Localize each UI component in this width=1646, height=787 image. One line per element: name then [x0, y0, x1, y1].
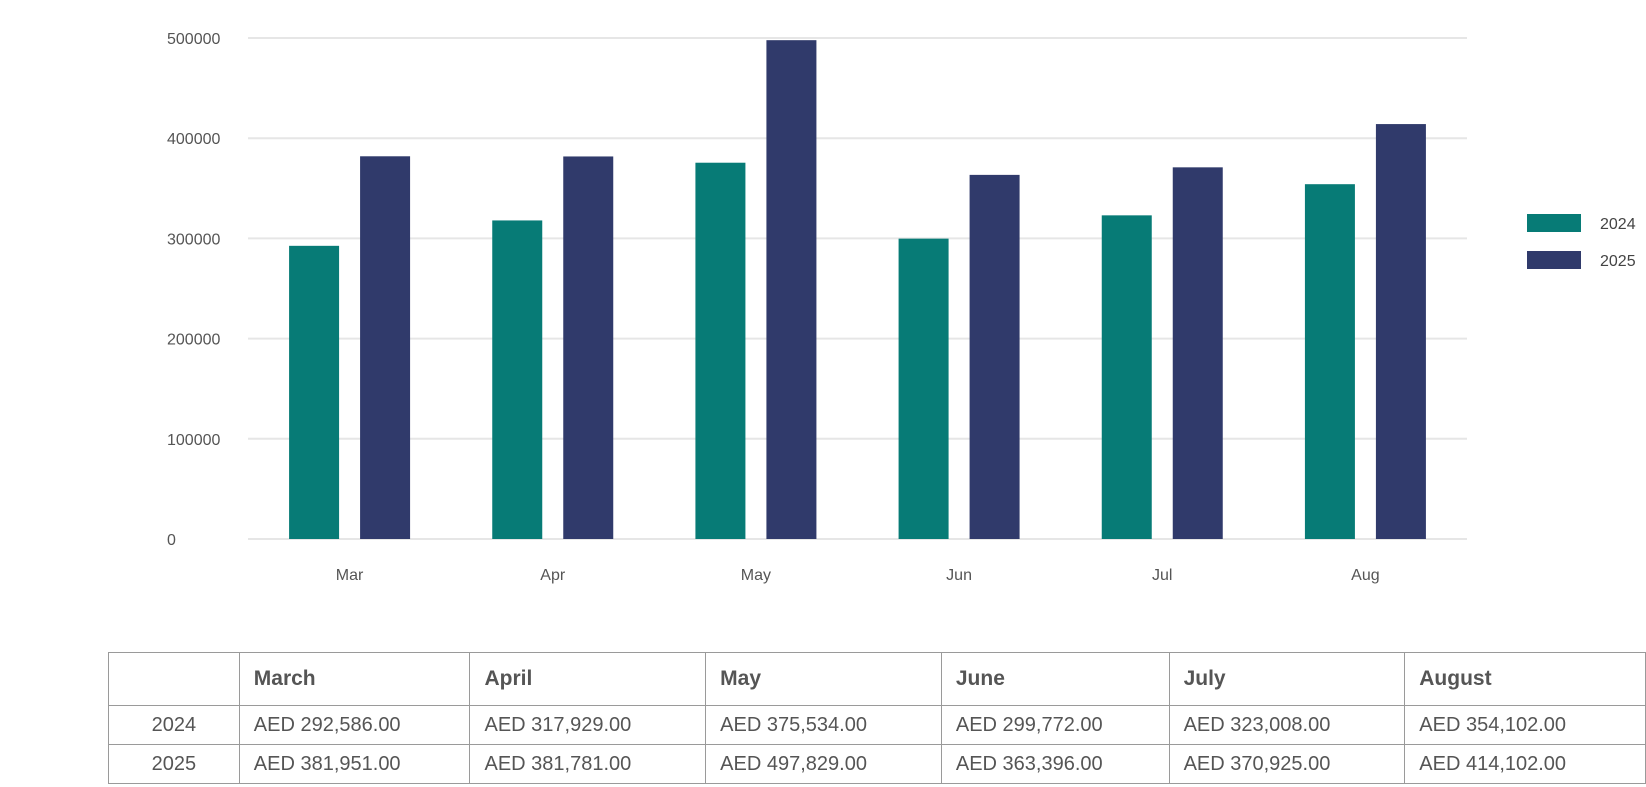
legend-swatch: [1527, 214, 1581, 232]
table-header-cell: April: [469, 652, 707, 706]
table-cell: AED 317,929.00: [469, 705, 707, 745]
table-header-cell: [108, 652, 240, 706]
table-cell: AED 370,925.00: [1168, 744, 1406, 784]
legend-label: 2024: [1600, 216, 1636, 233]
table-cell: AED 292,586.00: [238, 705, 471, 745]
y-axis-ticks: 0 100000 200000 300000 400000 500000: [167, 31, 220, 549]
x-tick-label: May: [741, 567, 771, 584]
table-cell: AED 497,829.00: [705, 744, 942, 784]
legend-label: 2025: [1600, 253, 1636, 270]
x-tick-label: Jul: [1152, 567, 1172, 584]
table-cell: AED 299,772.00: [940, 705, 1170, 745]
table-cell: AED 381,951.00: [238, 744, 471, 784]
y-tick-label: 300000: [167, 231, 220, 248]
bar-2025-apr: [563, 156, 614, 539]
table-header-cell: June: [940, 652, 1170, 706]
table-cell: AED 414,102.00: [1404, 744, 1646, 784]
table-header-cell: July: [1168, 652, 1406, 706]
table-row-label: 2024: [108, 705, 240, 745]
table-row: 2024 AED 292,586.00 AED 317,929.00 AED 3…: [108, 705, 1646, 745]
y-tick-label: 200000: [167, 332, 220, 349]
x-tick-label: Apr: [540, 567, 566, 584]
bar-2025-jun: [969, 174, 1020, 540]
x-axis-ticks: Mar Apr May Jun Jul Aug: [336, 567, 1380, 584]
y-tick-label: 0: [167, 532, 176, 549]
bar-2025-jul: [1172, 167, 1223, 540]
table-row: 2025 AED 381,951.00 AED 381,781.00 AED 4…: [108, 744, 1646, 784]
bar-2025-may: [766, 40, 817, 539]
bar-2024-may: [695, 162, 746, 539]
table-cell: AED 381,781.00: [469, 744, 707, 784]
bar-2025-aug: [1375, 124, 1426, 539]
bar-2024-jul: [1101, 215, 1152, 539]
table-cell: AED 354,102.00: [1404, 705, 1646, 745]
table-cell: AED 363,396.00: [940, 744, 1170, 784]
table-header-row: March April May June July August: [108, 652, 1646, 706]
grid-lines: [248, 37, 1467, 540]
x-tick-label: Mar: [336, 567, 364, 584]
data-table: March April May June July August 2024 AE…: [108, 652, 1646, 784]
bars: [289, 40, 1426, 540]
y-tick-label: 400000: [167, 131, 220, 148]
y-tick-label: 100000: [167, 432, 220, 449]
bar-2024-jun: [898, 238, 949, 539]
table-header-cell: August: [1404, 652, 1646, 706]
x-tick-label: Aug: [1351, 567, 1379, 584]
x-tick-label: Jun: [946, 567, 972, 584]
bar-2025-mar: [360, 156, 411, 539]
table-cell: AED 375,534.00: [705, 705, 942, 745]
table-row-label: 2025: [108, 744, 240, 784]
bar-2024-apr: [492, 220, 543, 540]
legend: 2024 2025: [1527, 214, 1636, 270]
legend-swatch: [1527, 251, 1581, 269]
bar-2024-mar: [289, 245, 340, 539]
bar-2024-aug: [1304, 184, 1355, 539]
table-cell: AED 323,008.00: [1168, 705, 1406, 745]
table-header-cell: March: [238, 652, 471, 706]
table-header-cell: May: [705, 652, 942, 706]
y-tick-label: 500000: [167, 31, 220, 48]
